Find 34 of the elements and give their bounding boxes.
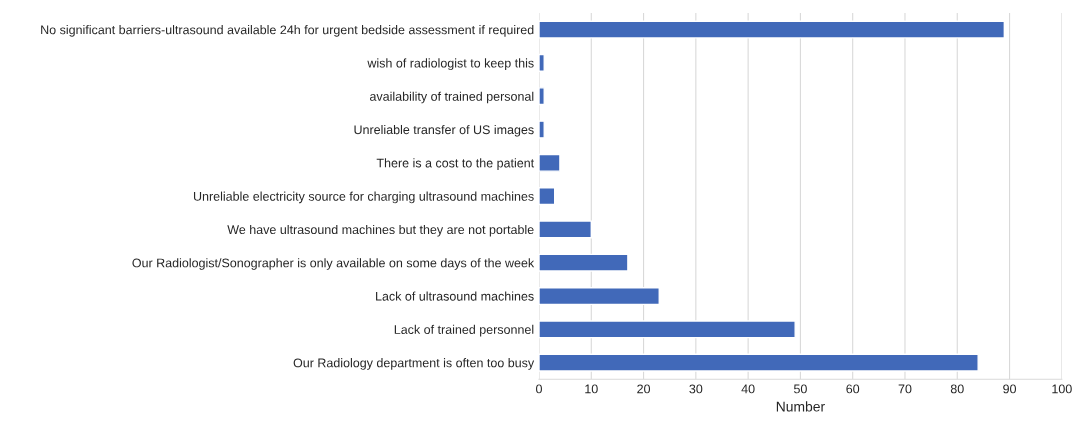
- x-tick-label: 10: [585, 384, 598, 394]
- x-axis-title: Number: [776, 401, 825, 412]
- bar: [539, 187, 556, 206]
- y-tick-label: wish of radiologist to keep this: [367, 58, 534, 71]
- bar: [539, 286, 660, 306]
- bar: [539, 53, 545, 72]
- x-tick-label: 20: [637, 384, 651, 394]
- y-tick-label: Our Radiologist/Sonographer is only available on some days of the week: [132, 258, 535, 270]
- bar: [539, 320, 796, 339]
- x-tick-label: 80: [950, 384, 964, 394]
- bar: [539, 153, 561, 172]
- bar: [539, 220, 592, 239]
- x-tick-label: 50: [793, 384, 807, 394]
- bar: [539, 120, 545, 139]
- bar: [539, 20, 1006, 39]
- y-tick-label: Unreliable transfer of US images: [354, 124, 534, 137]
- y-tick-label: We have ultrasound machines but they are not portable: [227, 224, 534, 237]
- bar: [539, 87, 545, 106]
- bar: [539, 353, 979, 372]
- y-tick-label: There is a cost to the patient: [376, 158, 535, 170]
- x-tick-label: 40: [741, 384, 755, 394]
- y-tick-label: Our Radiology department is often too busy: [293, 358, 535, 370]
- x-tick-label: 60: [846, 384, 860, 394]
- x-tick-label: 100: [1052, 384, 1072, 394]
- y-tick-label: availability of trained personal: [370, 91, 534, 104]
- y-tick-label: Lack of ultrasound machines: [376, 291, 534, 301]
- bar: [539, 253, 629, 272]
- x-tick-label: 0: [536, 384, 542, 394]
- x-tick-label: 30: [689, 384, 703, 394]
- x-tick-label: 70: [898, 384, 912, 394]
- y-tick-label: No significant barriers-ultrasound available 24h for urgent bedside assessment if required: [41, 25, 534, 37]
- y-tick-label: Unreliable electricity source for charging ultrasound machines: [193, 191, 534, 204]
- x-tick-label: 90: [1003, 384, 1017, 394]
- y-tick-label: Lack of trained personnel: [394, 324, 534, 337]
